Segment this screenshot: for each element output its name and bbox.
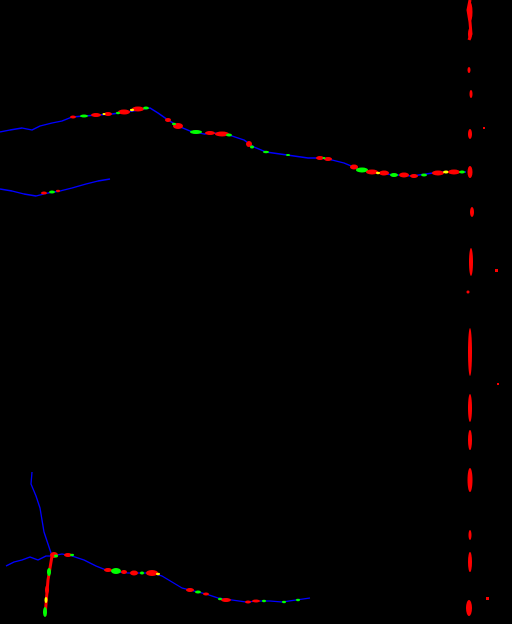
seg <box>111 568 121 574</box>
seg <box>469 90 473 98</box>
seg <box>140 571 144 575</box>
seg <box>252 599 260 603</box>
crack-lower-branch-up <box>30 471 53 557</box>
seg <box>70 553 74 557</box>
seg <box>466 600 472 616</box>
seg <box>80 114 88 118</box>
seg <box>468 552 472 572</box>
seg <box>130 570 138 576</box>
seg <box>282 600 286 604</box>
seg <box>286 154 290 156</box>
seg <box>366 169 378 175</box>
seg <box>322 157 326 159</box>
seg <box>432 170 444 176</box>
seg <box>102 113 106 115</box>
seg <box>468 530 472 540</box>
seg <box>41 191 47 195</box>
seg <box>468 394 472 422</box>
seg <box>443 170 449 174</box>
seg <box>376 171 380 175</box>
seg <box>190 130 202 134</box>
seg <box>203 592 209 596</box>
seg <box>186 588 194 592</box>
speck <box>497 383 499 385</box>
seg <box>104 568 112 572</box>
seg <box>448 169 460 175</box>
seg <box>45 585 49 595</box>
crack-lower-spur-left <box>5 555 52 567</box>
seg <box>49 190 55 194</box>
seg <box>56 189 60 193</box>
seg <box>410 174 418 178</box>
seg <box>121 570 127 574</box>
speck <box>483 127 485 129</box>
seg <box>91 113 101 117</box>
seg <box>195 590 201 594</box>
crack-upper-short <box>0 178 111 197</box>
seg <box>350 164 358 170</box>
seg <box>226 133 232 137</box>
seg <box>379 170 389 176</box>
seg <box>54 554 58 558</box>
seg <box>421 173 427 177</box>
seg <box>44 597 48 603</box>
seg <box>165 118 171 122</box>
seg <box>47 568 51 576</box>
seg <box>467 468 473 492</box>
seg <box>316 156 324 160</box>
crack-upper-long <box>0 106 466 178</box>
seg <box>172 122 176 126</box>
seg <box>399 172 409 178</box>
seg <box>245 600 251 604</box>
seg <box>118 109 130 115</box>
speck <box>495 269 498 272</box>
seg <box>468 430 472 450</box>
seg <box>296 598 300 602</box>
seg <box>246 141 252 147</box>
seg <box>156 572 160 576</box>
seg <box>466 290 470 294</box>
seg <box>468 328 472 376</box>
seg <box>221 598 231 602</box>
crack-lower-segments <box>43 552 300 617</box>
speck <box>486 597 489 600</box>
seg <box>132 106 144 112</box>
seg <box>263 150 269 154</box>
seg <box>470 207 474 217</box>
seg <box>116 111 120 115</box>
seg <box>467 166 473 178</box>
seg <box>468 28 472 40</box>
seg <box>130 108 134 112</box>
seg <box>467 2 473 22</box>
seg <box>356 167 368 173</box>
seg <box>390 173 398 177</box>
seg <box>64 553 72 557</box>
seg <box>146 570 158 576</box>
seg <box>459 170 465 174</box>
crack-upper-long-segments <box>70 106 465 178</box>
crack-lower <box>5 471 311 617</box>
seg <box>218 597 222 601</box>
crack-right-vertical <box>466 0 499 616</box>
seg <box>262 599 266 603</box>
seg <box>205 131 215 135</box>
seg <box>467 67 471 73</box>
seg <box>250 145 254 149</box>
seg <box>324 157 332 161</box>
seg <box>70 115 76 119</box>
seg <box>43 607 47 617</box>
seg <box>215 131 229 137</box>
seg <box>143 106 149 110</box>
seg <box>469 248 473 276</box>
seg <box>468 129 472 139</box>
seg <box>104 112 112 116</box>
